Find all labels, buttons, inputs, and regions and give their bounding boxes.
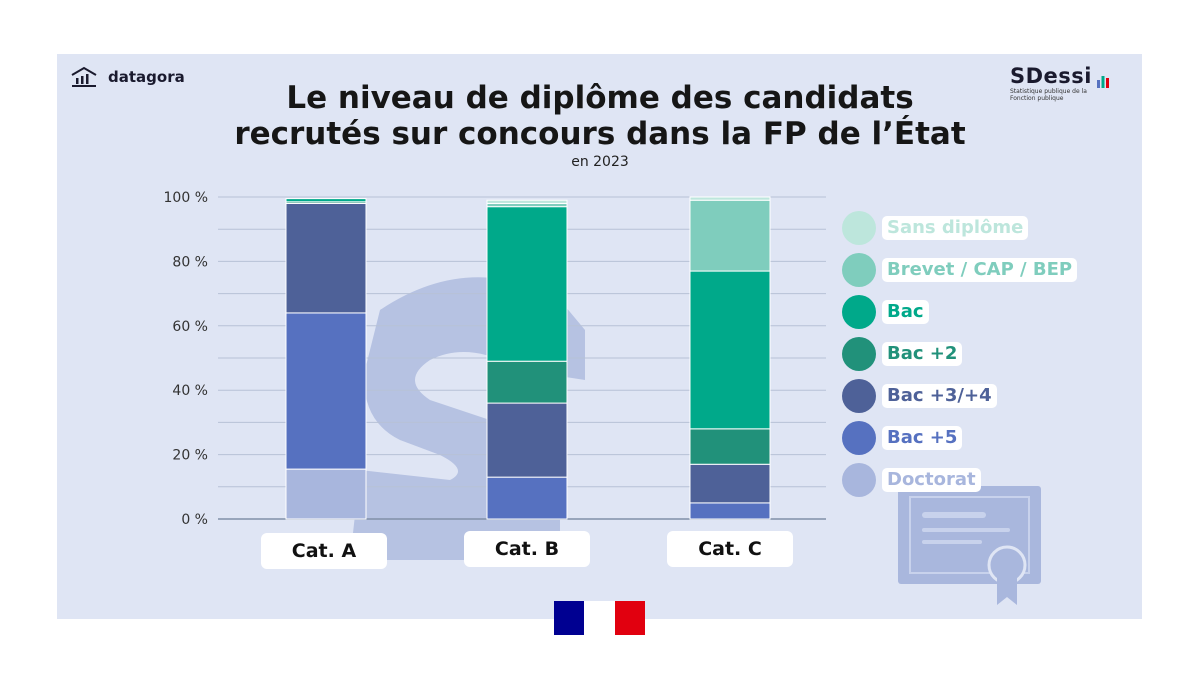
y-tick-label: 80 % [172, 254, 208, 270]
chart-title: Le niveau de diplôme des candidats recru… [200, 80, 1000, 152]
legend-item: Bac [842, 291, 1077, 333]
legend-item: Brevet / CAP / BEP [842, 249, 1078, 291]
y-tick-label: 20 % [172, 448, 208, 464]
datagora-label: datagora [108, 68, 185, 86]
bar-segment [689, 196, 771, 201]
legend-item: Bac +5 [842, 417, 1077, 459]
y-tick-label: 0 % [181, 512, 208, 528]
mini-bar-icon [1097, 76, 1109, 88]
bar-group [285, 196, 771, 520]
datagora-logo: datagora [70, 66, 185, 88]
legend-swatch [842, 463, 876, 497]
bar-segment [486, 402, 568, 478]
republique-francaise-flag [554, 601, 645, 635]
bar-segment [486, 206, 568, 362]
legend-label: Sans diplôme [882, 216, 1029, 240]
legend-swatch [842, 379, 876, 413]
legend-label: Bac +5 [882, 426, 963, 450]
title-line-2: recrutés sur concours dans la FP de l’Ét… [234, 116, 966, 152]
category-label-b: Cat. B [464, 531, 590, 567]
bar-segment [689, 428, 771, 465]
legend-label: Bac +2 [882, 342, 963, 366]
legend-item: Doctorat [842, 459, 1077, 501]
chart-subtitle: en 2023 [571, 154, 629, 170]
building-icon [71, 66, 97, 87]
bar-segment [689, 463, 771, 504]
bar-segment [486, 476, 568, 520]
sdessi-subtitle: Statistique publique de la Fonction publ… [1010, 88, 1087, 102]
legend-label: Bac [882, 300, 929, 324]
legend: Sans diplôme Brevet / CAP / BEP Bac Bac +2 B… [842, 207, 1078, 501]
legend-item: Sans diplôme [842, 207, 1077, 249]
bar-segment [285, 202, 367, 314]
category-label-a: Cat. A [261, 533, 387, 569]
legend-swatch [842, 253, 876, 287]
legend-item: Bac +3/+4 [842, 375, 1077, 417]
bar-segment [486, 360, 568, 404]
flag-red [614, 601, 645, 635]
flag-white [584, 601, 615, 635]
bar-segment [689, 270, 771, 430]
bar-segment [486, 199, 568, 204]
legend-label: Doctorat [882, 468, 981, 492]
bar-segment [285, 468, 367, 520]
certificate-icon [898, 486, 1041, 605]
bar-segment [689, 199, 771, 272]
bar-segment [285, 198, 367, 203]
legend-swatch [842, 421, 876, 455]
legend-label: Bac +3/+4 [882, 384, 997, 408]
legend-item: Bac +2 [842, 333, 1077, 375]
bar-segment [689, 502, 771, 520]
legend-swatch [842, 337, 876, 371]
y-tick-label: 60 % [172, 319, 208, 335]
y-tick-label: 40 % [172, 383, 208, 399]
title-line-1: Le niveau de diplôme des candidats [286, 80, 914, 116]
legend-swatch [842, 211, 876, 245]
legend-label: Brevet / CAP / BEP [882, 258, 1078, 282]
category-label-c: Cat. C [667, 531, 793, 567]
sdessi-logo: SDessi Statistique publique de la Foncti… [1010, 64, 1110, 102]
bar-segment [285, 312, 367, 470]
sdessi-label: SDessi [1010, 64, 1092, 88]
y-tick-label: 100 % [164, 190, 208, 206]
flag-blue [554, 601, 585, 635]
legend-swatch [842, 295, 876, 329]
y-axis-ticks: 0 % 20 % 40 % 60 % 80 % 100 % [164, 190, 208, 528]
